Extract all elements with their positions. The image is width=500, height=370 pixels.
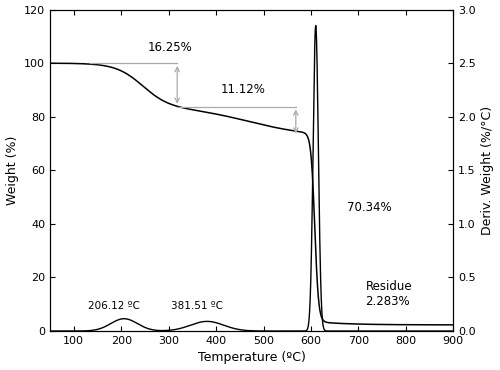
Text: 381.51 ºC: 381.51 ºC: [171, 301, 223, 311]
Y-axis label: Deriv. Weight (%/°C): Deriv. Weight (%/°C): [482, 106, 494, 235]
Text: 16.25%: 16.25%: [148, 41, 192, 54]
Text: 70.34%: 70.34%: [346, 201, 391, 214]
Text: Residue
2.283%: Residue 2.283%: [366, 279, 412, 307]
X-axis label: Temperature (ºC): Temperature (ºC): [198, 352, 306, 364]
Text: 11.12%: 11.12%: [221, 83, 266, 97]
Y-axis label: Weight (%): Weight (%): [6, 135, 18, 205]
Text: 206.12 ºC: 206.12 ºC: [88, 301, 140, 311]
